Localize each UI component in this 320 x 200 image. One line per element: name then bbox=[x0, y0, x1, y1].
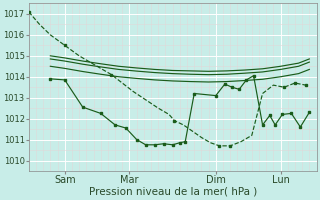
X-axis label: Pression niveau de la mer( hPa ): Pression niveau de la mer( hPa ) bbox=[89, 187, 257, 197]
